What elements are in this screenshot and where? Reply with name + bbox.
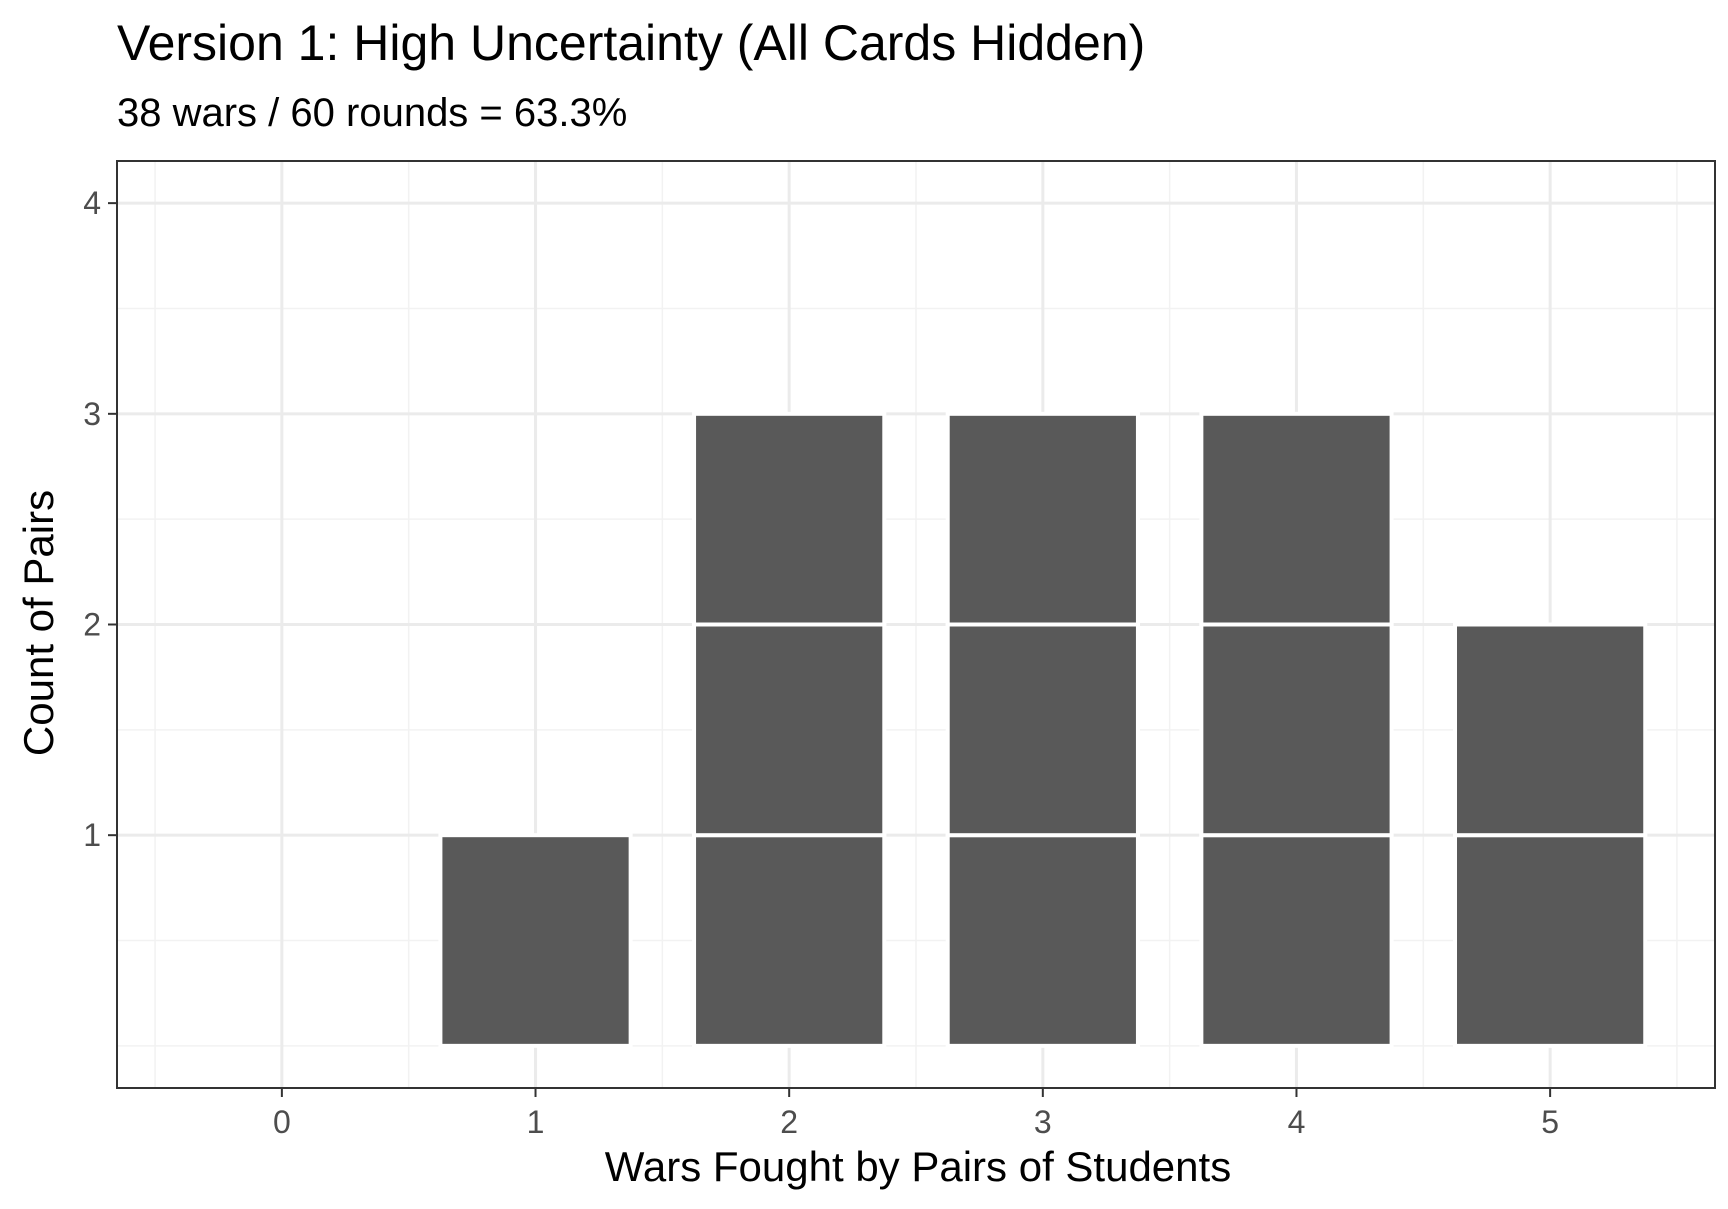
x-tick-label: 0 (273, 1104, 291, 1140)
x-axis-title: Wars Fought by Pairs of Students (605, 1143, 1231, 1190)
x-tick-label: 5 (1541, 1104, 1559, 1140)
bar-segment-5-1 (1453, 833, 1648, 1048)
chart-title: Version 1: High Uncertainty (All Cards H… (117, 15, 1145, 71)
bar-segment-4-3 (1199, 411, 1394, 627)
x-tick-label: 3 (1034, 1104, 1052, 1140)
x-tick-label: 2 (780, 1104, 798, 1140)
bar-segment-1-1 (438, 833, 633, 1048)
bar-segment-3-1 (945, 833, 1140, 1048)
y-tick-label: 2 (83, 607, 101, 643)
bar-segment-4-2 (1199, 622, 1394, 838)
x-axis-ticks: 0 1 2 3 4 5 (273, 1088, 1559, 1140)
bars (438, 411, 1648, 1048)
y-axis-ticks: 1 2 3 4 (83, 185, 117, 853)
bar-segment-2-2 (692, 622, 887, 838)
bar-segment-5-2 (1453, 622, 1648, 838)
bar-segment-3-2 (945, 622, 1140, 838)
x-tick-label: 1 (527, 1104, 545, 1140)
x-tick-label: 4 (1288, 1104, 1306, 1140)
bar-segment-2-1 (692, 833, 887, 1048)
plot-area: 0 1 2 3 4 5 1 2 3 4 (83, 160, 1716, 1140)
y-axis-title: Count of Pairs (15, 490, 62, 756)
bar-segment-3-3 (945, 411, 1140, 627)
chart-subtitle: 38 wars / 60 rounds = 63.3% (117, 91, 627, 135)
y-tick-label: 4 (83, 185, 101, 221)
bar-segment-4-1 (1199, 833, 1394, 1048)
y-tick-label: 1 (83, 817, 101, 853)
bar-segment-2-3 (692, 411, 887, 627)
y-tick-label: 3 (83, 396, 101, 432)
